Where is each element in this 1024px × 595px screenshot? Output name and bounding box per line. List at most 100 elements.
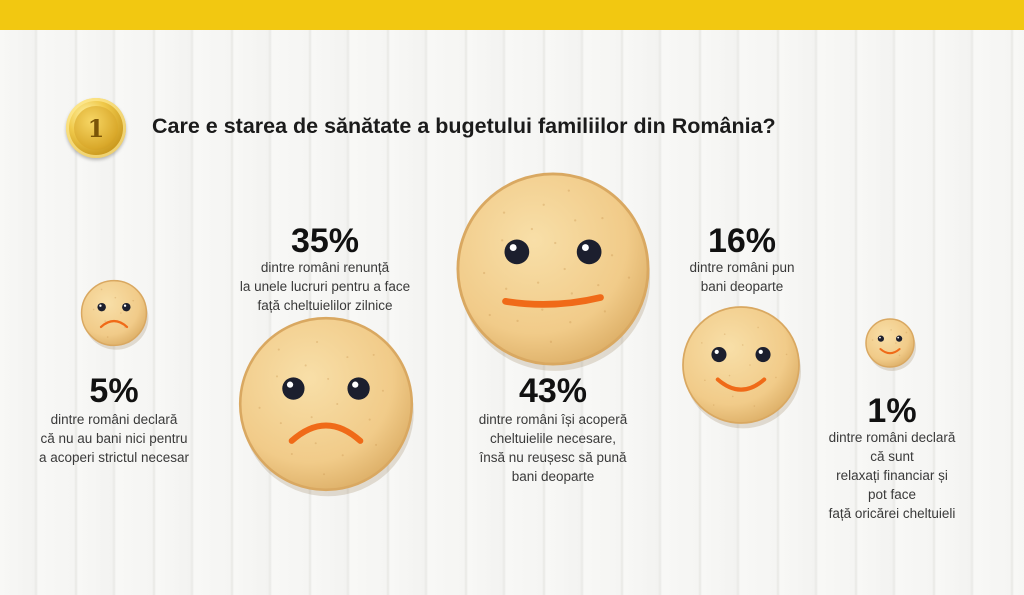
right-eye-icon	[347, 377, 370, 400]
cookie-texture-dot	[505, 287, 508, 290]
left-eye-icon	[282, 377, 305, 400]
cookie-texture-dot	[574, 219, 577, 222]
cookie-texture-dot	[603, 310, 607, 313]
description-5: dintre români declară că nu au bani nici…	[38, 412, 190, 465]
left-eye-icon	[711, 347, 727, 363]
cookie-texture-dot	[100, 288, 103, 291]
cookie-texture-dot	[114, 296, 117, 299]
eye-highlight	[509, 244, 517, 252]
cookie-body	[865, 318, 915, 368]
eye-highlight	[352, 381, 359, 388]
page-title: Care e starea de sănătate a bugetului fa…	[152, 114, 776, 138]
cookie-texture-dot	[482, 271, 486, 275]
cookie-texture-dot	[569, 321, 572, 324]
cookie-texture-dot	[563, 267, 566, 271]
description-35: dintre români renunță la unele lucruri p…	[239, 260, 411, 313]
cookie-texture-dot	[597, 284, 600, 287]
cookie-texture-dot	[712, 404, 715, 406]
cookie-texture-dot	[530, 227, 534, 231]
cookie-texture-dot	[536, 281, 540, 284]
cookie-texture-dot	[104, 320, 107, 322]
cookie-texture-dot	[120, 312, 122, 314]
cookie-face-16	[682, 306, 801, 429]
cookie-texture-dot	[549, 340, 553, 343]
cookie-texture-dot	[541, 308, 544, 311]
top-accent-band	[0, 0, 1024, 30]
percentage-label-5: 5%	[89, 372, 139, 410]
cookie-texture-dot	[106, 336, 109, 338]
cookie-texture-dot	[731, 395, 734, 398]
mouth-neutral	[502, 294, 604, 308]
cookie-texture-dot	[542, 203, 545, 206]
eye-highlight	[897, 336, 900, 339]
cookie-texture-dot	[368, 418, 371, 421]
eye-highlight	[714, 349, 719, 355]
cookie-texture-dot	[723, 333, 726, 335]
cookie-texture-dot	[279, 422, 282, 425]
cookie-texture-dot	[375, 443, 378, 446]
cookie-face-43	[456, 172, 651, 371]
cookie-texture-dot	[277, 348, 280, 351]
cookie-body	[238, 316, 414, 492]
cookie-texture-dot	[290, 453, 293, 456]
eye-highlight	[758, 349, 763, 355]
eye-highlight	[286, 381, 294, 388]
mouth-happy	[879, 348, 901, 355]
cookie-texture-dot	[372, 353, 375, 356]
cookie-texture-dot	[741, 344, 744, 346]
cookie-body	[682, 306, 800, 424]
coin-number: 1	[74, 106, 118, 150]
eye-highlight	[879, 336, 881, 339]
cookie-texture-dot	[336, 402, 339, 406]
right-eye-icon	[755, 347, 771, 363]
right-eye-icon	[122, 302, 131, 312]
eye-highlight	[99, 304, 102, 307]
cookie-texture-dot	[488, 313, 491, 317]
cookie-texture-dot	[871, 339, 874, 341]
mouth-happy	[715, 377, 767, 392]
cookie-texture-dot	[381, 389, 384, 392]
cookie-texture-dot	[502, 211, 506, 214]
cookie-texture-dot	[570, 292, 573, 295]
cookie-texture-dot	[704, 379, 706, 382]
cookie-texture-dot	[775, 376, 777, 379]
eye-highlight	[123, 304, 127, 307]
cookie-texture-dot	[890, 329, 892, 331]
percentage-label-35: 35%	[290, 222, 360, 260]
cookie-texture-dot	[601, 216, 604, 220]
cookie-texture-dot	[92, 308, 95, 311]
cookie-face-35	[238, 316, 414, 497]
cookie-texture-dot	[304, 364, 307, 367]
cookie-texture-dot	[757, 326, 759, 329]
cookie-body	[456, 172, 650, 366]
percentage-label-16: 16%	[707, 222, 777, 260]
cookie-texture-dot	[501, 239, 504, 242]
cookie-texture-dot	[275, 375, 279, 378]
cookie-texture-dot	[567, 189, 570, 192]
cookie-texture-dot	[316, 340, 319, 344]
cookie-texture-dot	[516, 319, 519, 323]
number-coin-icon: 1	[66, 98, 126, 158]
cookie-texture-dot	[895, 342, 897, 344]
cookie-texture-dot	[258, 406, 261, 409]
cookie-texture-dot	[132, 299, 135, 302]
cookie-texture-dot	[554, 241, 557, 245]
cookie-texture-dot	[314, 442, 317, 445]
cookie-texture-dot	[749, 364, 751, 366]
description-43: dintre români își acoperă cheltuielile n…	[478, 412, 628, 484]
cookie-texture-dot	[310, 416, 313, 419]
cookie-texture-dot	[785, 353, 788, 356]
right-eye-icon	[896, 335, 903, 342]
cookie-face-1	[865, 318, 916, 371]
left-eye-icon	[97, 302, 106, 312]
cookie-texture-dot	[701, 342, 703, 344]
description-16: dintre români pun bani deoparte	[689, 260, 795, 294]
description-1: dintre români declară că sunt relaxați f…	[828, 430, 956, 521]
cookie-texture-dot	[898, 354, 901, 357]
cookie-texture-dot	[341, 454, 344, 457]
cookie-body	[80, 279, 148, 347]
cookie-texture-dot	[610, 254, 614, 257]
mouth-sad	[288, 422, 364, 444]
cookie-texture-dot	[346, 356, 349, 359]
